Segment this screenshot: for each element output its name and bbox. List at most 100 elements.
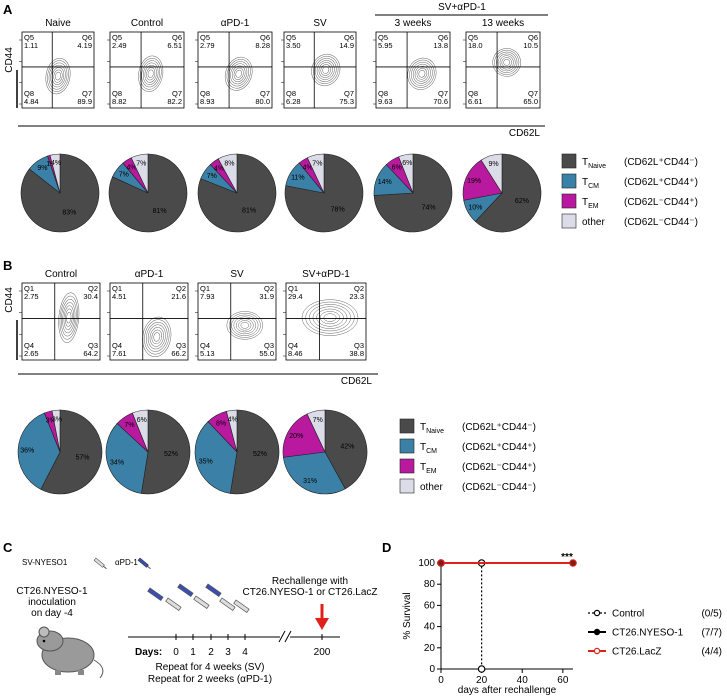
panel-label: C xyxy=(3,540,13,555)
contour xyxy=(146,67,156,81)
plot-frame xyxy=(375,31,451,109)
plot-frame xyxy=(465,31,541,109)
pie-slice xyxy=(306,409,326,453)
slice-label: 31% xyxy=(303,478,317,485)
quadrant-name: Q5 xyxy=(468,33,478,42)
quadrant-name: Q2 xyxy=(176,284,186,293)
pie-slice xyxy=(141,409,191,495)
legend-swatch xyxy=(561,173,577,189)
contour xyxy=(323,313,337,322)
contour xyxy=(153,332,161,342)
pie-slice xyxy=(105,423,149,494)
contour xyxy=(314,58,337,82)
slice-label: 9% xyxy=(488,161,498,168)
legend-label: other xyxy=(582,217,605,228)
legend-prefix: other xyxy=(582,217,605,228)
contour xyxy=(238,320,252,331)
legend-label: CT26.LacZ xyxy=(612,647,661,658)
contour xyxy=(418,70,426,78)
pie-slice xyxy=(17,412,61,490)
slice-label: 36% xyxy=(20,447,34,454)
quadrant-value: 7.61 xyxy=(112,349,127,358)
inoculation-text: CT26.NYESO-1 xyxy=(16,586,88,597)
contour xyxy=(45,57,71,95)
inoculation-text: on day -4 xyxy=(31,608,73,619)
legend-swatch xyxy=(561,193,577,209)
syringe-icon xyxy=(93,557,107,570)
survival-marker xyxy=(569,559,577,567)
quadrant-value: 4.51 xyxy=(112,292,127,301)
quadrant-value: 80.0 xyxy=(255,97,270,106)
slice-label: 4% xyxy=(126,164,136,171)
contour xyxy=(503,59,511,66)
contour xyxy=(50,64,66,88)
quadrant-name: Q2 xyxy=(264,284,274,293)
pie-slice xyxy=(324,409,368,490)
legend-phenotype: (CD62L⁻CD44⁺) xyxy=(624,197,698,208)
quadrant-name: Q2 xyxy=(88,284,98,293)
legend-subscript: Naive xyxy=(588,163,606,170)
survival-line xyxy=(441,562,483,669)
quadrant-value: 9.63 xyxy=(378,97,393,106)
slice-label: 4% xyxy=(303,164,313,171)
x-axis-label: CD62L xyxy=(341,376,373,387)
quadrant-name: Q1 xyxy=(200,284,210,293)
mouse-icon xyxy=(36,626,104,679)
quadrant-value: 29.4 xyxy=(288,292,303,301)
legend-swatch xyxy=(399,438,415,454)
slice-label: 83% xyxy=(62,209,76,216)
contour xyxy=(224,56,253,91)
quadrant-name: Q6 xyxy=(82,33,92,42)
pie-slice xyxy=(480,153,503,195)
legend-subscript: CM xyxy=(426,448,437,455)
y-tick-label: 80 xyxy=(424,579,436,590)
plot-frame xyxy=(21,31,95,109)
legend-swatch xyxy=(399,478,415,494)
slice-label: 7% xyxy=(136,160,146,167)
quadrant-value: 2.79 xyxy=(200,41,215,50)
quadrant-value: 4.84 xyxy=(24,97,39,106)
contour xyxy=(228,61,249,87)
legend-phenotype: (CD62L⁺CD44⁺) xyxy=(624,177,698,188)
slice-label: 62% xyxy=(515,198,529,205)
day-label: 2 xyxy=(208,647,214,658)
quadrant-value: 89.9 xyxy=(77,97,92,106)
legend-phenotype: (CD62L⁻CD44⁺) xyxy=(462,462,536,473)
slice-label: 8% xyxy=(216,420,226,427)
legend-marker xyxy=(593,647,601,655)
quadrant-name: Q7 xyxy=(344,89,354,98)
quadrant-name: Q1 xyxy=(112,284,122,293)
x-tick-label: 0 xyxy=(438,675,444,686)
slice-label: 7% xyxy=(313,417,323,424)
annotation: *** xyxy=(561,552,573,563)
group-header: SV+αPD-1 xyxy=(438,2,486,13)
legend-subscript: EM xyxy=(426,468,437,475)
quadrant-name: Q5 xyxy=(378,33,388,42)
survival-marker xyxy=(477,665,486,673)
plot-title: Control xyxy=(131,18,163,29)
contour xyxy=(231,65,246,83)
slice-label: 52% xyxy=(253,451,267,458)
quadrant-name: Q8 xyxy=(468,89,478,98)
slice-label: 14% xyxy=(378,179,392,186)
slice-label: 6% xyxy=(392,164,402,171)
quadrant-value: 5.95 xyxy=(378,41,393,50)
slice-label: 3% xyxy=(52,416,62,423)
quadrant-name: Q3 xyxy=(264,341,274,350)
quadrant-value: 31.9 xyxy=(259,292,274,301)
pie-slice xyxy=(51,409,61,453)
quadrant-name: Q8 xyxy=(378,89,388,98)
slice-label: 9% xyxy=(37,165,47,172)
y-tick-label: 0 xyxy=(429,664,435,675)
quadrant-name: Q5 xyxy=(24,33,34,42)
x-tick-label: 20 xyxy=(476,675,488,686)
quadrant-name: Q8 xyxy=(286,89,296,98)
syringes xyxy=(147,583,250,613)
quadrant-value: 82.2 xyxy=(167,97,182,106)
plot-title: αPD-1 xyxy=(135,269,164,280)
legend-prefix: T xyxy=(582,157,588,168)
legend-swatch xyxy=(561,153,577,169)
quadrant-name: Q7 xyxy=(260,89,270,98)
quadrant-value: 38.8 xyxy=(349,349,364,358)
plot-frame xyxy=(109,282,189,361)
